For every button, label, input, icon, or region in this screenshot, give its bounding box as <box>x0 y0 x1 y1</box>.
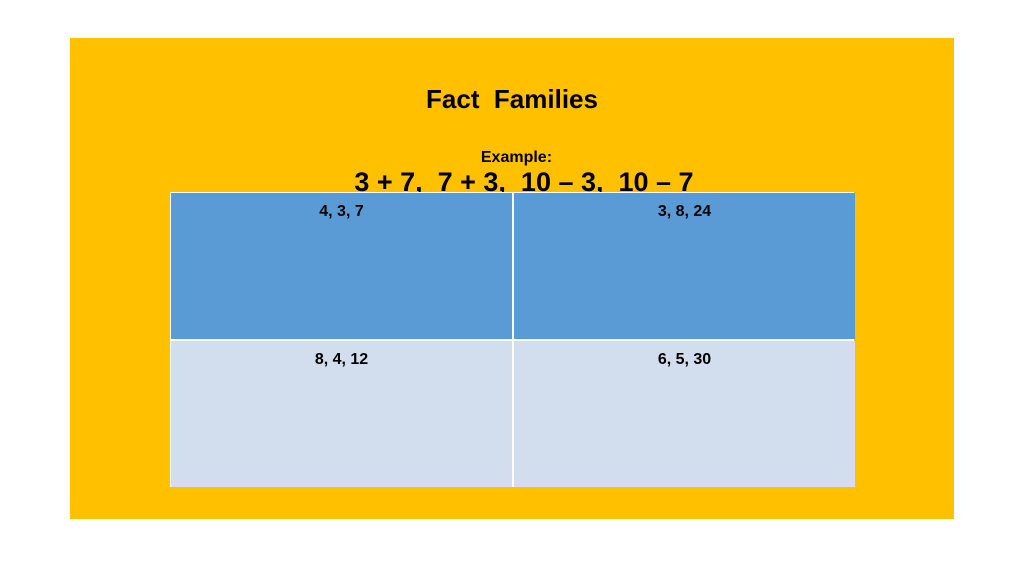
table-cell: 8, 4, 12 <box>171 341 512 487</box>
table-cell: 6, 5, 30 <box>514 341 855 487</box>
table-cell: 3, 8, 24 <box>514 193 855 339</box>
example-line: Example: 3 + 7, 7 + 3, 10 – 3, 10 – 7 <box>0 131 1024 198</box>
example-label: Example: <box>480 149 553 166</box>
table-cell: 4, 3, 7 <box>171 193 512 339</box>
slide-title: Fact Families <box>426 84 598 114</box>
fact-table: 4, 3, 7 3, 8, 24 8, 4, 12 6, 5, 30 <box>170 192 855 487</box>
